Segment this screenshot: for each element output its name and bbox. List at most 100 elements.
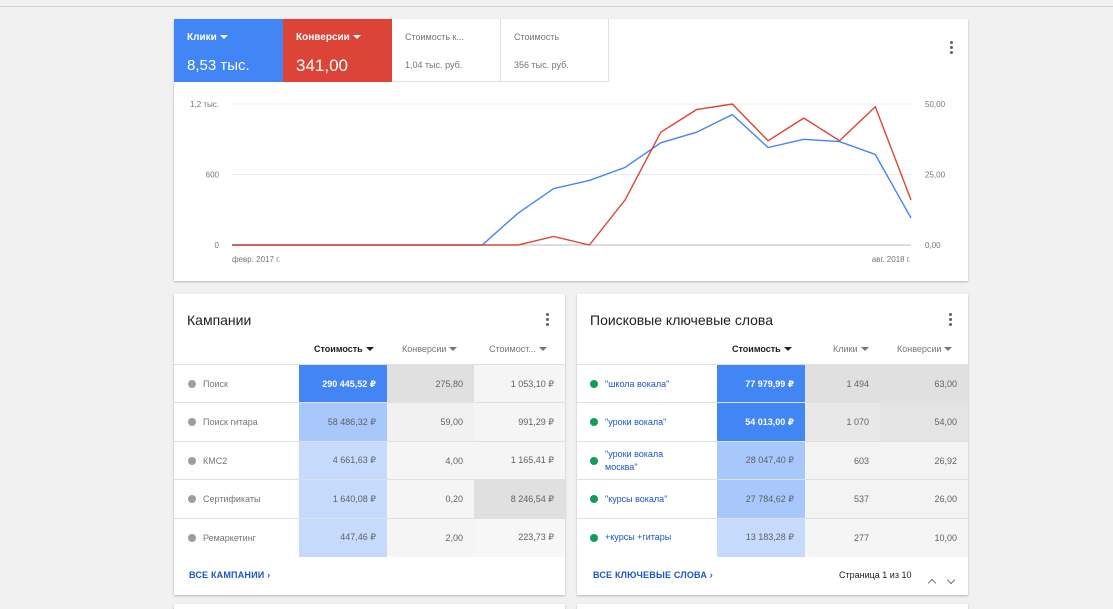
sort-caret-icon [944, 347, 953, 351]
conversions-cell: 54,00 [880, 403, 968, 442]
table-row[interactable]: Ремаркетинг 447,46 ₽2,00 223,73 ₽ [174, 517, 565, 557]
keywords-col-cost[interactable]: Стоимость [732, 344, 792, 354]
all-keywords-link[interactable]: ВСЕ КЛЮЧЕВЫЕ СЛОВА › [593, 570, 713, 580]
conversions-cell: 2,00 [387, 518, 474, 557]
metric-cost-value: 356 тыс. руб. [514, 60, 569, 70]
campaigns-title: Кампании [187, 312, 252, 328]
metric-clicks-label: Клики [187, 32, 217, 43]
col-label: Стоимость [732, 344, 781, 354]
next-card-edge [577, 604, 968, 609]
more-vert-icon[interactable] [949, 313, 953, 327]
cost-per-conversion-cell: 991,29 ₽ [474, 403, 565, 442]
keyword-cell: +курсы +гитары [577, 519, 717, 557]
x-tick-label: февр. 2017 г. [232, 255, 280, 264]
sort-caret-icon [449, 347, 458, 351]
y-right-tick-label: 25,00 [925, 171, 946, 180]
sort-caret-icon [860, 347, 869, 351]
keywords-title: Поисковые ключевые слова [590, 312, 773, 328]
cost-cell: 1 640,08 ₽ [299, 480, 387, 519]
metric-cost-per-conversion[interactable]: Стоимость к... 1,04 тыс. руб. [392, 19, 501, 82]
table-row[interactable]: КМС2 4 661,63 ₽4,00 1 165,41 ₽ [174, 440, 565, 480]
campaign-name-cell: Ремаркетинг [174, 519, 299, 557]
top-divider [0, 6, 1113, 7]
paused-status-icon [188, 380, 196, 388]
cost-cell: 54 013,00 ₽ [717, 403, 805, 442]
clicks-cell: 277 [805, 518, 880, 557]
keywords-col-conversions[interactable]: Конверсии [897, 344, 953, 354]
sort-desc-icon [365, 347, 374, 351]
table-row[interactable]: Поиск 290 445,52 ₽275,80 1 053,10 ₽ [174, 364, 565, 403]
y-left-tick-label: 1,2 тыс. [190, 100, 219, 109]
keywords-card: Поисковые ключевые слова Стоимость Клики… [577, 294, 968, 595]
keyword-text[interactable]: "курсы вокала" [605, 493, 668, 504]
cost-cell: 27 784,62 ₽ [717, 480, 805, 519]
table-row[interactable]: "уроки вокала" 54 013,00 ₽1 070 54,00 [577, 402, 968, 442]
metric-conversions-label: Конверсии [296, 32, 350, 43]
chevron-up-icon[interactable] [927, 573, 937, 591]
dropdown-caret-icon [219, 35, 228, 39]
paused-status-icon [188, 418, 196, 427]
campaign-name[interactable]: Поиск гитара [203, 417, 258, 428]
campaign-name[interactable]: Сертификаты [203, 494, 261, 505]
paused-status-icon [188, 456, 196, 465]
keyword-cell: "школа вокала" [577, 365, 717, 403]
paused-status-icon [188, 533, 196, 542]
y-left-tick-label: 0 [215, 241, 220, 250]
enabled-status-icon [590, 380, 598, 388]
cost-cell: 447,46 ₽ [299, 518, 387, 557]
clicks-cell: 603 [805, 441, 880, 480]
clicks-cell: 537 [805, 480, 880, 519]
campaign-name-cell: Сертификаты [174, 480, 299, 518]
table-row[interactable]: +курсы +гитары 13 183,28 ₽277 10,00 [577, 517, 968, 557]
chevron-down-icon[interactable] [946, 570, 956, 588]
more-vert-icon[interactable] [546, 313, 550, 327]
clicks-cell: 1 070 [805, 403, 880, 442]
paused-status-icon [188, 495, 196, 504]
table-row[interactable]: "школа вокала" 77 979,99 ₽1 494 63,00 [577, 364, 968, 403]
dropdown-caret-icon [352, 35, 361, 39]
cost-per-conversion-cell: 223,73 ₽ [474, 518, 565, 557]
metric-cost-per-conversion-value: 1,04 тыс. руб. [405, 60, 463, 70]
metric-conversions-value: 341,00 [296, 56, 348, 75]
campaigns-col-conversions[interactable]: Конверсии [402, 344, 458, 354]
keyword-text[interactable]: "школа вокала" [605, 378, 670, 389]
cost-cell: 4 661,63 ₽ [299, 441, 387, 480]
table-row[interactable]: "уроки вокала москва" 28 047,40 ₽603 26,92 [577, 440, 968, 480]
keyword-cell: "курсы вокала" [577, 480, 717, 518]
keyword-text[interactable]: "уроки вокала" [605, 416, 667, 427]
conversions-cell: 275,80 [387, 365, 474, 403]
overview-card: Клики 8,53 тыс. Конверсии 341,00 Стоимос… [174, 19, 968, 281]
keyword-text[interactable]: +курсы +гитары [605, 532, 672, 543]
campaigns-col-cost-per-conv[interactable]: Стоимост... [489, 344, 547, 354]
all-campaigns-link[interactable]: ВСЕ КАМПАНИИ › [189, 570, 270, 580]
clicks-cell: 1 494 [805, 365, 880, 403]
all-keywords-label: ВСЕ КЛЮЧЕВЫЕ СЛОВА [593, 570, 708, 580]
more-vert-icon[interactable] [950, 41, 954, 55]
y-right-tick-label: 0,00 [925, 241, 941, 250]
keywords-col-clicks[interactable]: Клики [833, 344, 869, 354]
table-row[interactable]: "курсы вокала" 27 784,62 ₽537 26,00 [577, 479, 968, 519]
cost-cell: 290 445,52 ₽ [299, 365, 387, 403]
metric-conversions[interactable]: Конверсии 341,00 [283, 19, 392, 82]
sort-caret-icon [538, 347, 547, 351]
table-row[interactable]: Сертификаты 1 640,08 ₽0,20 8 246,54 ₽ [174, 479, 565, 519]
sort-desc-icon [783, 347, 792, 351]
y-right-tick-label: 50,00 [925, 100, 946, 109]
campaign-name[interactable]: КМС2 [203, 455, 228, 466]
campaign-name[interactable]: Поиск [203, 379, 228, 389]
cost-cell: 77 979,99 ₽ [717, 365, 805, 403]
metric-cost-label: Стоимость [514, 32, 560, 42]
all-campaigns-label: ВСЕ КАМПАНИИ [189, 570, 265, 580]
campaigns-col-cost[interactable]: Стоимость [314, 344, 374, 354]
conversions-cell: 10,00 [880, 518, 968, 557]
metric-cost[interactable]: Стоимость 356 тыс. руб. [501, 19, 609, 82]
metric-cost-per-conversion-label: Стоимость к... [405, 32, 464, 42]
metric-clicks[interactable]: Клики 8,53 тыс. [174, 19, 283, 82]
campaigns-card: Кампании Стоимость Конверсии Стоимост...… [174, 294, 565, 595]
conversions-cell: 59,00 [387, 403, 474, 442]
table-row[interactable]: Поиск гитара 58 486,32 ₽59,00 991,29 ₽ [174, 402, 565, 442]
conversions-cell: 4,00 [387, 441, 474, 480]
enabled-status-icon [590, 495, 598, 504]
keyword-text[interactable]: "уроки вокала москва" [605, 448, 664, 472]
campaign-name[interactable]: Ремаркетинг [203, 532, 256, 543]
